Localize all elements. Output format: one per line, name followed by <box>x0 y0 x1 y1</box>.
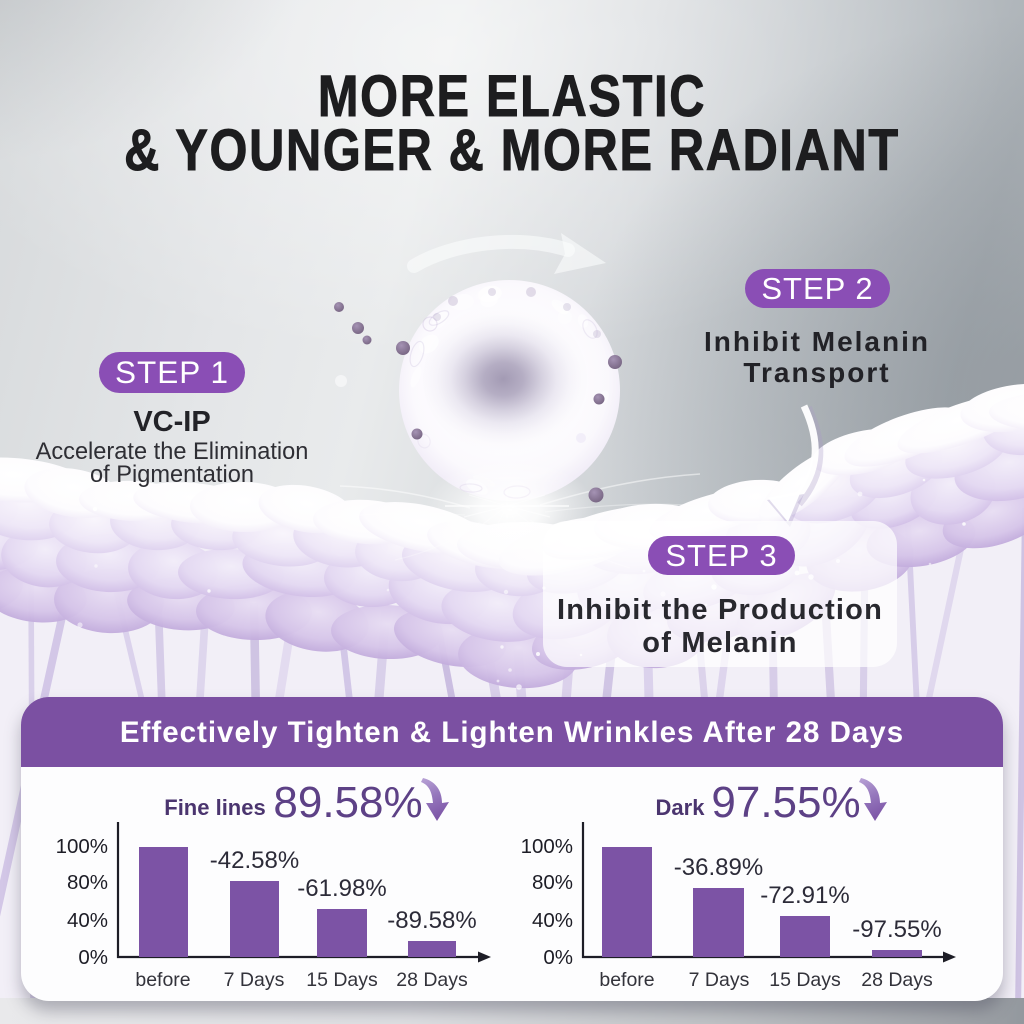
svg-text:Dark: Dark <box>656 795 706 820</box>
svg-text:-61.98%: -61.98% <box>297 875 386 902</box>
svg-text:-97.55%: -97.55% <box>852 916 941 943</box>
svg-text:28 Days: 28 Days <box>861 969 933 991</box>
svg-text:97.55%: 97.55% <box>711 778 860 827</box>
svg-text:28 Days: 28 Days <box>396 969 468 991</box>
svg-text:40%: 40% <box>67 909 108 932</box>
svg-text:100%: 100% <box>56 835 108 858</box>
svg-text:80%: 80% <box>532 871 573 894</box>
svg-text:15 Days: 15 Days <box>769 969 841 991</box>
svg-text:-72.91%: -72.91% <box>760 882 849 909</box>
svg-text:89.58%: 89.58% <box>273 778 422 827</box>
svg-text:80%: 80% <box>67 871 108 894</box>
svg-text:before: before <box>599 969 654 991</box>
svg-text:0%: 0% <box>543 946 573 969</box>
svg-text:7 Days: 7 Days <box>224 969 285 991</box>
svg-text:-42.58%: -42.58% <box>210 847 299 874</box>
svg-text:0%: 0% <box>78 946 108 969</box>
svg-text:Fine lines: Fine lines <box>164 795 265 820</box>
svg-text:100%: 100% <box>521 835 573 858</box>
svg-text:-36.89%: -36.89% <box>674 854 763 881</box>
svg-text:40%: 40% <box>532 909 573 932</box>
svg-text:-89.58%: -89.58% <box>387 907 476 934</box>
svg-text:7 Days: 7 Days <box>689 969 750 991</box>
svg-text:before: before <box>135 969 190 991</box>
svg-text:15 Days: 15 Days <box>306 969 378 991</box>
